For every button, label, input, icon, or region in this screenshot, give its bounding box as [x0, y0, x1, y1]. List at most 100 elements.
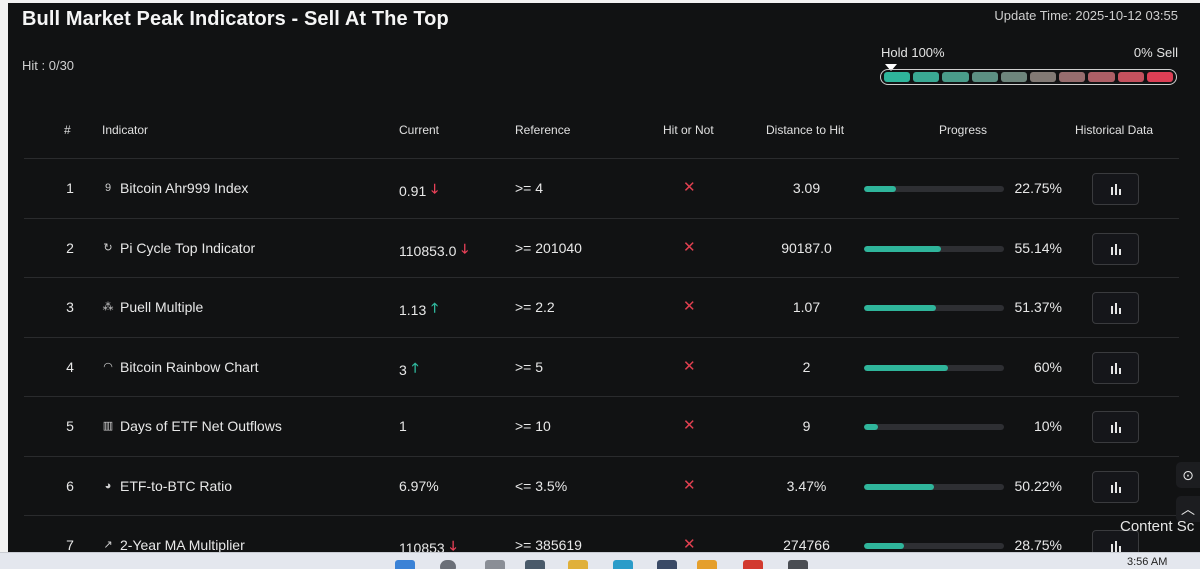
indicator-name[interactable]: ↻ Pi Cycle Top Indicator	[102, 240, 255, 256]
table-row: 3 ⁂ Puell Multiple 1.13 🡑 >= 2.2 ✕ 1.07 51.37%	[24, 278, 1179, 338]
indicator-label: Bitcoin Rainbow Chart	[120, 358, 259, 375]
indicator-label: Pi Cycle Top Indicator	[120, 239, 256, 256]
row-number: 6	[66, 477, 74, 494]
gauge-hold-label: Hold 100%	[881, 45, 945, 60]
bar-chart-icon	[1110, 243, 1121, 255]
indicator-name[interactable]: ◕ ETF-to-BTC Ratio	[102, 478, 232, 494]
distance-to-hit: 3.47%	[786, 477, 827, 494]
historical-data-button[interactable]	[1092, 411, 1139, 443]
app-icon[interactable]	[788, 560, 808, 569]
gauge-bar	[880, 69, 1177, 85]
historical-data-button[interactable]	[1092, 232, 1139, 265]
progress-fill	[864, 364, 948, 371]
page-top-edge	[0, 0, 1200, 3]
progress-percent: 60%	[1033, 358, 1062, 375]
progress-percent: 51.37%	[1014, 299, 1062, 315]
indicator-label: Bitcoin Ahr999 Index	[120, 180, 249, 196]
progress-bar	[864, 483, 1004, 490]
distance-to-hit: 3.09	[792, 180, 821, 196]
distance-to-hit: 90187.0	[781, 239, 832, 256]
search-icon[interactable]	[440, 560, 456, 569]
table-body: 1 9 Bitcoin Ahr999 Index 0.91 🡓 >= 4 ✕ 3.09 22.7…	[24, 159, 1179, 552]
indicator-name[interactable]: ↗ 2-Year MA Multiplier	[102, 537, 245, 552]
reference-value: <= 3.5%	[515, 477, 568, 494]
progress-percent: 10%	[1033, 418, 1062, 434]
progress-fill	[864, 543, 905, 549]
distance-to-hit: 274766	[783, 537, 830, 552]
historical-data-button[interactable]	[1092, 470, 1139, 503]
current-value: 1.13 🡑	[399, 299, 438, 321]
table-row: 7 ↗ 2-Year MA Multiplier 110853 🡓 >= 385619 ✕ 2…	[24, 516, 1179, 552]
progress-bar	[864, 245, 1004, 252]
hold-sell-gauge: Hold 100% 0% Sell	[880, 44, 1180, 86]
indicator-icon: ▥	[102, 420, 114, 432]
store-icon[interactable]	[657, 560, 677, 569]
current-label: 1	[399, 418, 407, 434]
header-hit: Hit or Not	[663, 123, 714, 137]
distance-to-hit: 9	[802, 418, 811, 434]
current-label: 0.91	[399, 183, 427, 199]
progress-bar	[864, 364, 1004, 371]
table-row: 4 ◠ Bitcoin Rainbow Chart 3 🡑 >= 5 ✕ 2 60%	[24, 338, 1179, 397]
current-value: 6.97%	[399, 478, 439, 494]
indicator-icon: ⁂	[102, 301, 114, 313]
gauge-marker-icon	[885, 64, 897, 71]
table-header: # Indicator Current Reference Hit or Not…	[24, 103, 1179, 159]
table-row: 1 9 Bitcoin Ahr999 Index 0.91 🡓 >= 4 ✕ 3.09 22.7…	[24, 159, 1179, 219]
table-row: 5 ▥ Days of ETF Net Outflows 1 >= 10 ✕ 9 10%	[24, 397, 1179, 457]
indicator-icon: ↗	[103, 539, 113, 551]
reference-value: >= 5	[515, 358, 544, 375]
row-number: 5	[66, 418, 74, 434]
indicator-icon: 9	[104, 182, 112, 194]
trend-up-icon: 🡑	[411, 359, 419, 375]
progress-bar	[864, 186, 1004, 192]
trend-down-icon: 🡓	[461, 240, 469, 256]
scroll-top-icon[interactable]: ︿	[1176, 496, 1200, 522]
indicator-label: 2-Year MA Multiplier	[120, 537, 245, 552]
current-value: 0.91 🡓	[399, 180, 438, 202]
progress-percent: 28.75%	[1014, 537, 1062, 552]
gauge-segment	[1030, 72, 1057, 82]
header-num: #	[64, 123, 71, 137]
table-row: 6 ◕ ETF-to-BTC Ratio 6.97% <= 3.5% ✕ 3.47% 50.2…	[24, 457, 1179, 516]
hit-count: Hit : 0/30	[22, 58, 75, 73]
indicator-name[interactable]: ▥ Days of ETF Net Outflows	[102, 418, 282, 434]
folder-icon[interactable]	[697, 560, 717, 569]
help-icon[interactable]: ⊙	[1176, 462, 1200, 488]
bar-chart-icon	[1110, 362, 1121, 374]
distance-to-hit: 1.07	[792, 299, 821, 315]
progress-fill	[864, 424, 878, 430]
bar-chart-icon	[1110, 184, 1121, 195]
indicators-table: # Indicator Current Reference Hit or Not…	[24, 103, 1179, 552]
gauge-segment	[942, 72, 969, 82]
indicator-icon: ↻	[103, 241, 113, 254]
progress-bar	[864, 305, 1004, 311]
widgets-icon[interactable]	[525, 560, 545, 569]
indicator-label: ETF-to-BTC Ratio	[120, 477, 233, 494]
current-label: 6.97%	[399, 477, 439, 494]
task-view-icon[interactable]	[485, 560, 505, 569]
not-hit-icon: ✕	[683, 298, 696, 315]
progress-fill	[864, 305, 936, 311]
reference-value: >= 201040	[515, 239, 582, 256]
indicator-name[interactable]: 9 Bitcoin Ahr999 Index	[102, 180, 248, 196]
not-hit-icon: ✕	[683, 357, 696, 375]
file-explorer-icon[interactable]	[568, 560, 588, 569]
content-label[interactable]: Content Sc	[1120, 518, 1195, 535]
header-indicator: Indicator	[102, 123, 149, 137]
historical-data-button[interactable]	[1092, 173, 1139, 205]
indicator-name[interactable]: ◠ Bitcoin Rainbow Chart	[102, 358, 259, 375]
current-value: 3 🡑	[399, 359, 419, 381]
progress-fill	[864, 245, 942, 252]
windows-start-icon[interactable]	[395, 560, 415, 569]
historical-data-button[interactable]	[1092, 351, 1139, 384]
page-left-edge	[0, 0, 8, 552]
progress-percent: 22.75%	[1014, 180, 1062, 196]
edge-browser-icon[interactable]	[613, 560, 633, 569]
gauge-segment	[1000, 72, 1028, 82]
historical-data-button[interactable]	[1092, 530, 1139, 552]
indicator-label: Puell Multiple	[120, 299, 204, 315]
chrome-icon[interactable]	[743, 560, 763, 569]
historical-data-button[interactable]	[1092, 292, 1139, 324]
indicator-name[interactable]: ⁂ Puell Multiple	[102, 299, 204, 315]
